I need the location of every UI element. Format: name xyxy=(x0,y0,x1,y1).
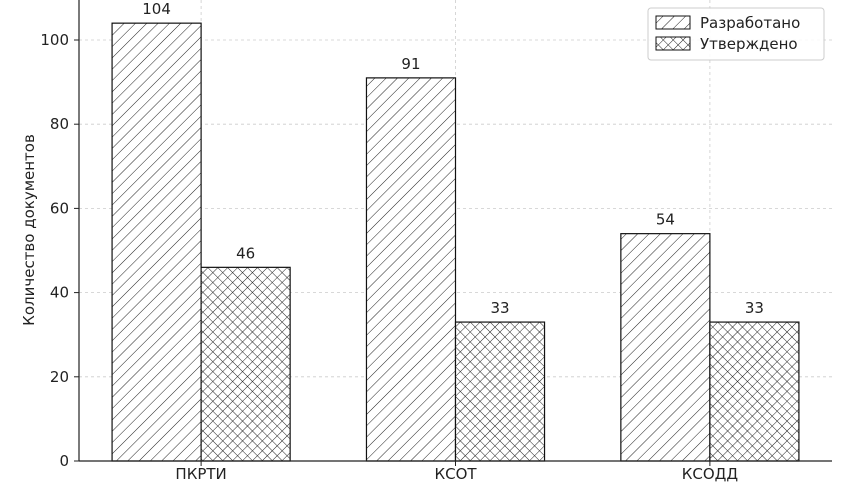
x-tick-label: КСОТ xyxy=(434,465,477,483)
data-label: 54 xyxy=(656,211,675,229)
legend-swatch xyxy=(655,15,691,30)
y-tick-label: 20 xyxy=(50,368,69,386)
y-tick-label: 40 xyxy=(50,284,69,302)
bar xyxy=(454,321,546,462)
legend-label: Разработано xyxy=(700,14,800,32)
legend-label: Утверждено xyxy=(700,35,798,53)
y-tick-label: 100 xyxy=(40,31,69,49)
data-label: 91 xyxy=(401,55,420,73)
bar xyxy=(620,233,711,462)
data-label: 33 xyxy=(745,299,764,317)
data-label: 46 xyxy=(236,244,255,262)
data-label: 33 xyxy=(490,299,509,317)
x-tick-label: ПКРТИ xyxy=(175,465,226,483)
bar xyxy=(709,321,800,462)
bar xyxy=(111,22,202,462)
legend-swatch xyxy=(655,36,691,51)
y-tick-label: 80 xyxy=(50,115,69,133)
bar xyxy=(365,77,457,462)
bar xyxy=(200,266,291,462)
legend-box xyxy=(647,7,825,61)
y-tick-label: 60 xyxy=(50,199,69,217)
y-axis-label: Количество документов xyxy=(20,134,38,326)
y-tick-label: 0 xyxy=(59,452,69,470)
data-label: 104 xyxy=(142,0,171,18)
x-tick-label: КСОДД xyxy=(682,465,738,483)
